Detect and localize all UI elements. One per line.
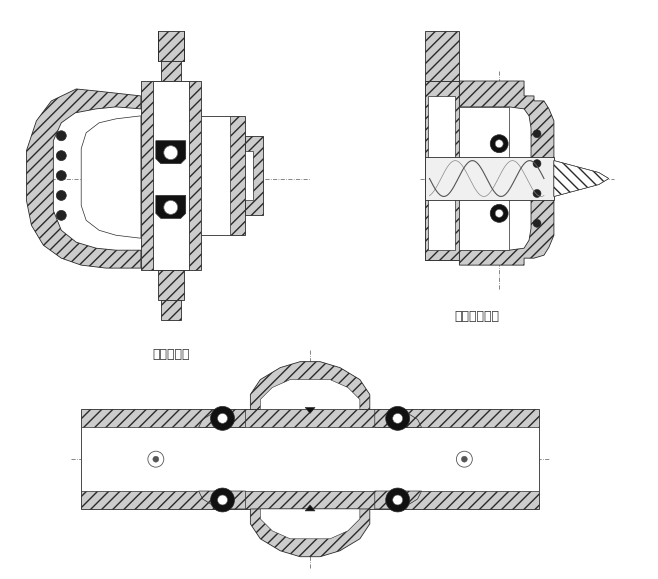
Circle shape <box>533 219 541 228</box>
Bar <box>424 81 459 260</box>
Bar <box>424 81 459 260</box>
Bar <box>161 300 181 320</box>
Polygon shape <box>305 505 315 511</box>
Circle shape <box>495 140 503 148</box>
Polygon shape <box>261 380 360 409</box>
Bar <box>161 61 181 81</box>
Polygon shape <box>199 409 245 427</box>
Circle shape <box>164 146 178 160</box>
Circle shape <box>148 451 164 467</box>
Circle shape <box>490 204 508 222</box>
Circle shape <box>533 189 541 197</box>
Circle shape <box>218 495 228 505</box>
Circle shape <box>57 151 66 160</box>
Polygon shape <box>261 509 360 539</box>
Bar <box>245 151 253 200</box>
Text: 螺杆输送装置: 螺杆输送装置 <box>455 310 499 323</box>
Polygon shape <box>459 81 554 265</box>
Polygon shape <box>375 409 422 427</box>
Circle shape <box>393 495 403 505</box>
Circle shape <box>57 210 66 221</box>
Circle shape <box>211 406 234 430</box>
Circle shape <box>457 451 472 467</box>
Bar <box>428 96 455 250</box>
Circle shape <box>218 413 228 423</box>
Polygon shape <box>251 509 370 557</box>
Polygon shape <box>251 362 370 409</box>
Bar <box>424 31 459 81</box>
Bar <box>153 81 189 270</box>
Polygon shape <box>305 408 315 413</box>
Bar <box>201 116 245 235</box>
Bar <box>424 157 554 200</box>
Circle shape <box>461 456 467 462</box>
Circle shape <box>211 488 234 512</box>
Circle shape <box>57 190 66 200</box>
Circle shape <box>386 406 410 430</box>
Bar <box>158 31 184 61</box>
Bar <box>158 270 184 300</box>
Polygon shape <box>199 491 245 509</box>
Bar <box>141 81 201 270</box>
Circle shape <box>533 130 541 138</box>
Circle shape <box>153 456 159 462</box>
Circle shape <box>57 171 66 181</box>
Bar <box>245 135 263 215</box>
Text: 拖拉机轮轴: 拖拉机轮轴 <box>152 348 190 361</box>
Circle shape <box>533 160 541 167</box>
Bar <box>81 409 539 509</box>
Polygon shape <box>26 89 141 268</box>
Circle shape <box>490 135 508 153</box>
Polygon shape <box>554 160 609 196</box>
Polygon shape <box>81 116 141 238</box>
Circle shape <box>393 413 403 423</box>
Circle shape <box>495 210 503 217</box>
Polygon shape <box>156 196 186 218</box>
Bar <box>459 107 509 250</box>
Circle shape <box>57 131 66 141</box>
Circle shape <box>164 200 178 214</box>
Polygon shape <box>375 491 422 509</box>
Bar <box>201 116 230 235</box>
Circle shape <box>386 488 410 512</box>
Polygon shape <box>554 160 609 196</box>
Polygon shape <box>156 141 186 164</box>
Bar <box>81 427 539 491</box>
